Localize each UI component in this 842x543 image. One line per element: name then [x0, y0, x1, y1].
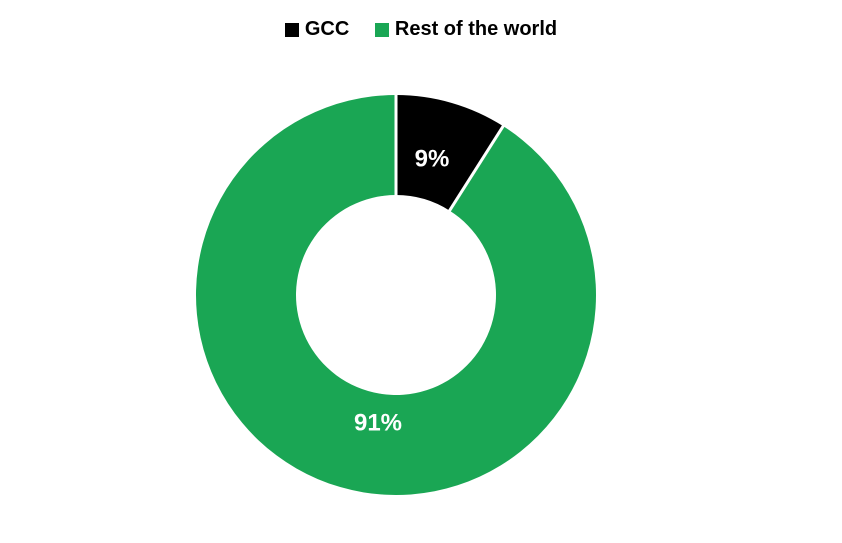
slice-label-gcc: 9%	[415, 145, 450, 172]
donut-svg: 9% 91%	[0, 0, 842, 543]
slice-label-rest-of-world: 91%	[354, 409, 402, 436]
donut-chart: GCC Rest of the world 9%91%	[0, 0, 842, 543]
